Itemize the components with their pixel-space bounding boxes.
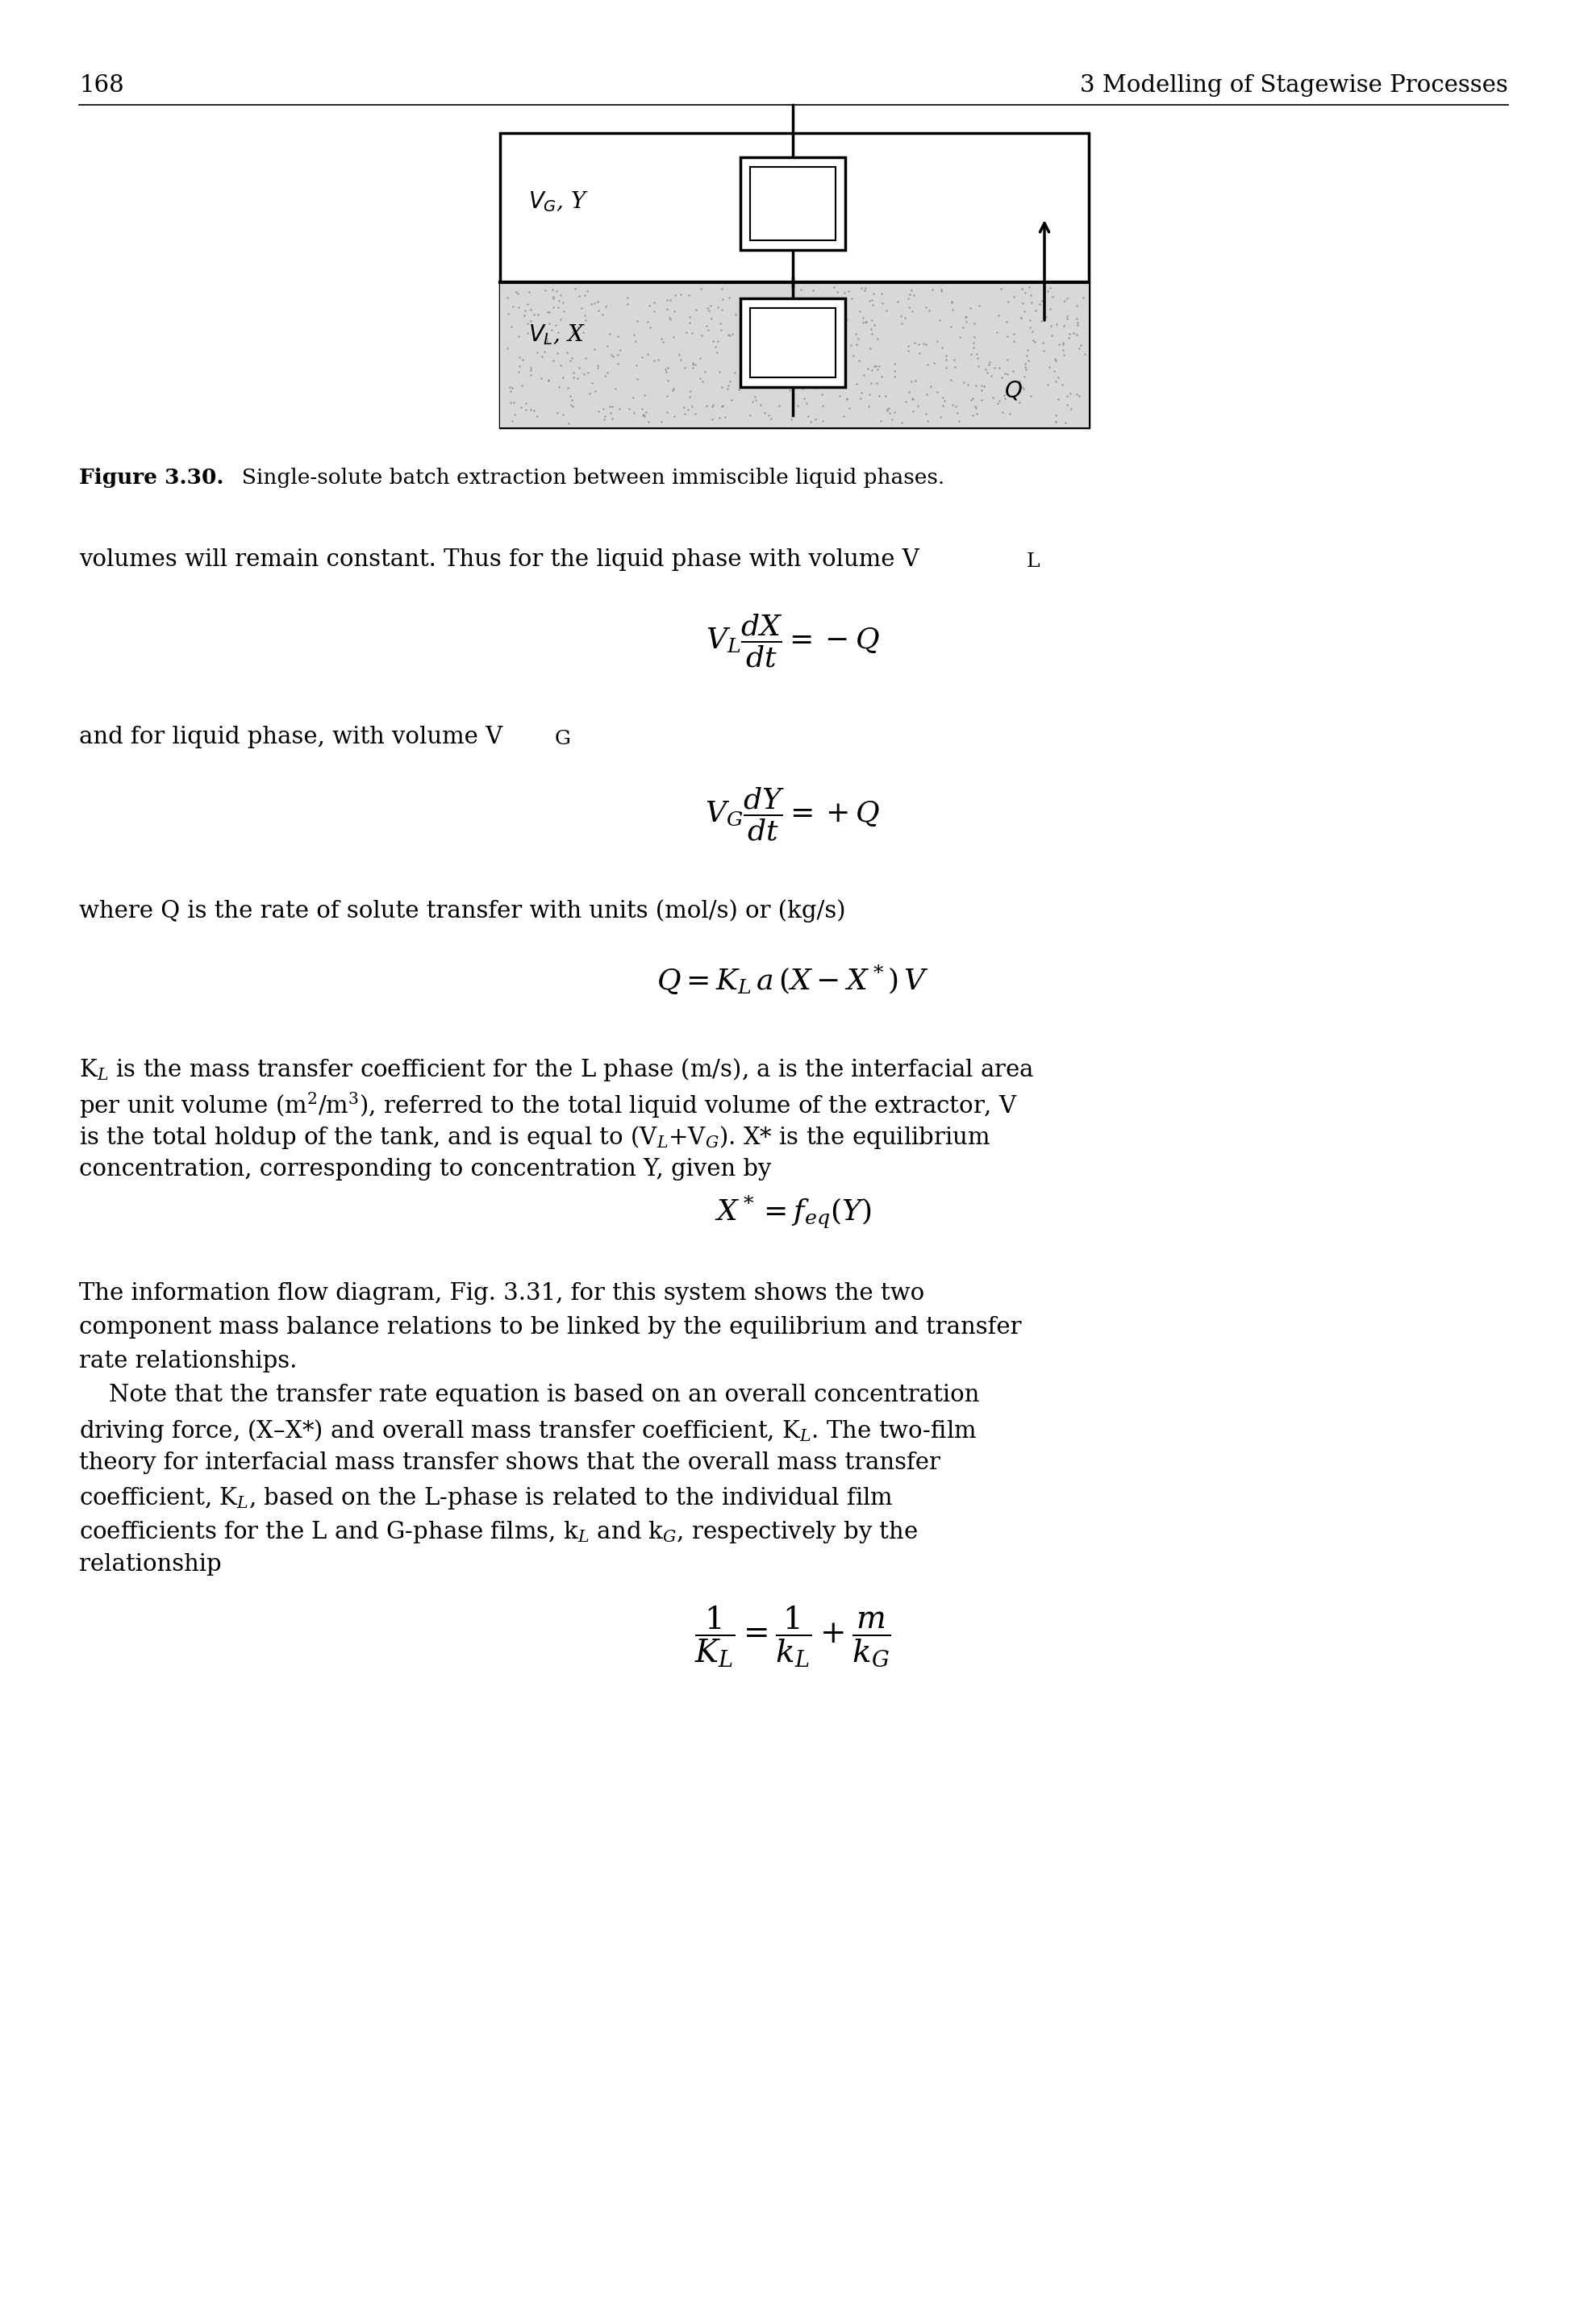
Text: and for liquid phase, with volume V: and for liquid phase, with volume V [79, 725, 502, 748]
Text: $V_G \dfrac{dY}{dt} = + Q$: $V_G \dfrac{dY}{dt} = + Q$ [705, 786, 879, 844]
Text: Figure 3.30.: Figure 3.30. [79, 467, 223, 488]
Text: concentration, corresponding to concentration Y, given by: concentration, corresponding to concentr… [79, 1157, 771, 1181]
Text: relationship: relationship [79, 1552, 222, 1576]
Text: $\dfrac{1}{K_L} = \dfrac{1}{k_L} + \dfrac{m}{k_G}$: $\dfrac{1}{K_L} = \dfrac{1}{k_L} + \dfra… [694, 1604, 890, 1669]
Text: theory for interfacial mass transfer shows that the overall mass transfer: theory for interfacial mass transfer sho… [79, 1452, 939, 1473]
Text: $Q$: $Q$ [1004, 379, 1022, 402]
Text: coefficients for the L and G-phase films, k$_L$ and k$_G$, respectively by the: coefficients for the L and G-phase films… [79, 1520, 917, 1545]
Text: G: G [554, 730, 570, 748]
Text: 3 Modelling of Stagewise Processes: 3 Modelling of Stagewise Processes [1080, 74, 1508, 98]
Text: per unit volume (m$^2$/m$^3$), referred to the total liquid volume of the extrac: per unit volume (m$^2$/m$^3$), referred … [79, 1090, 1017, 1120]
Text: $Q = K_L \, a \, (X - X^*) \, V$: $Q = K_L \, a \, (X - X^*) \, V$ [656, 964, 928, 997]
Text: $V_L \dfrac{dX}{dt} = - Q$: $V_L \dfrac{dX}{dt} = - Q$ [705, 614, 879, 669]
Text: where Q is the rate of solute transfer with units (mol/s) or (kg/s): where Q is the rate of solute transfer w… [79, 899, 846, 923]
Text: driving force, (X–X*) and overall mass transfer coefficient, K$_L$. The two-film: driving force, (X–X*) and overall mass t… [79, 1418, 976, 1443]
Text: component mass balance relations to be linked by the equilibrium and transfer: component mass balance relations to be l… [79, 1315, 1022, 1339]
Text: K$_L$ is the mass transfer coefficient for the L phase (m/s), a is the interfaci: K$_L$ is the mass transfer coefficient f… [79, 1057, 1034, 1083]
Bar [740, 297, 844, 388]
Bar [749, 167, 835, 239]
Bar [740, 158, 844, 251]
Text: volumes will remain constant. Thus for the liquid phase with volume V: volumes will remain constant. Thus for t… [79, 548, 919, 572]
Text: coefficient, K$_L$, based on the L-phase is related to the individual film: coefficient, K$_L$, based on the L-phase… [79, 1485, 893, 1511]
Text: 168: 168 [79, 74, 124, 98]
Text: $X^* = f_{eq}(Y)$: $X^* = f_{eq}(Y)$ [714, 1195, 871, 1229]
Bar [501, 281, 1088, 428]
Text: Note that the transfer rate equation is based on an overall concentration: Note that the transfer rate equation is … [79, 1383, 979, 1406]
Text: Single-solute batch extraction between immiscible liquid phases.: Single-solute batch extraction between i… [228, 467, 944, 488]
Text: is the total holdup of the tank, and is equal to (V$_L$+V$_G$). X* is the equili: is the total holdup of the tank, and is … [79, 1125, 990, 1150]
Bar [501, 132, 1088, 428]
Text: rate relationships.: rate relationships. [79, 1350, 296, 1373]
Text: The information flow diagram, Fig. 3.31, for this system shows the two: The information flow diagram, Fig. 3.31,… [79, 1283, 923, 1304]
Bar [749, 309, 835, 376]
Text: $V_L$, X: $V_L$, X [527, 323, 584, 346]
Text: L: L [1026, 553, 1039, 572]
Text: $V_G$, Y: $V_G$, Y [527, 191, 589, 214]
